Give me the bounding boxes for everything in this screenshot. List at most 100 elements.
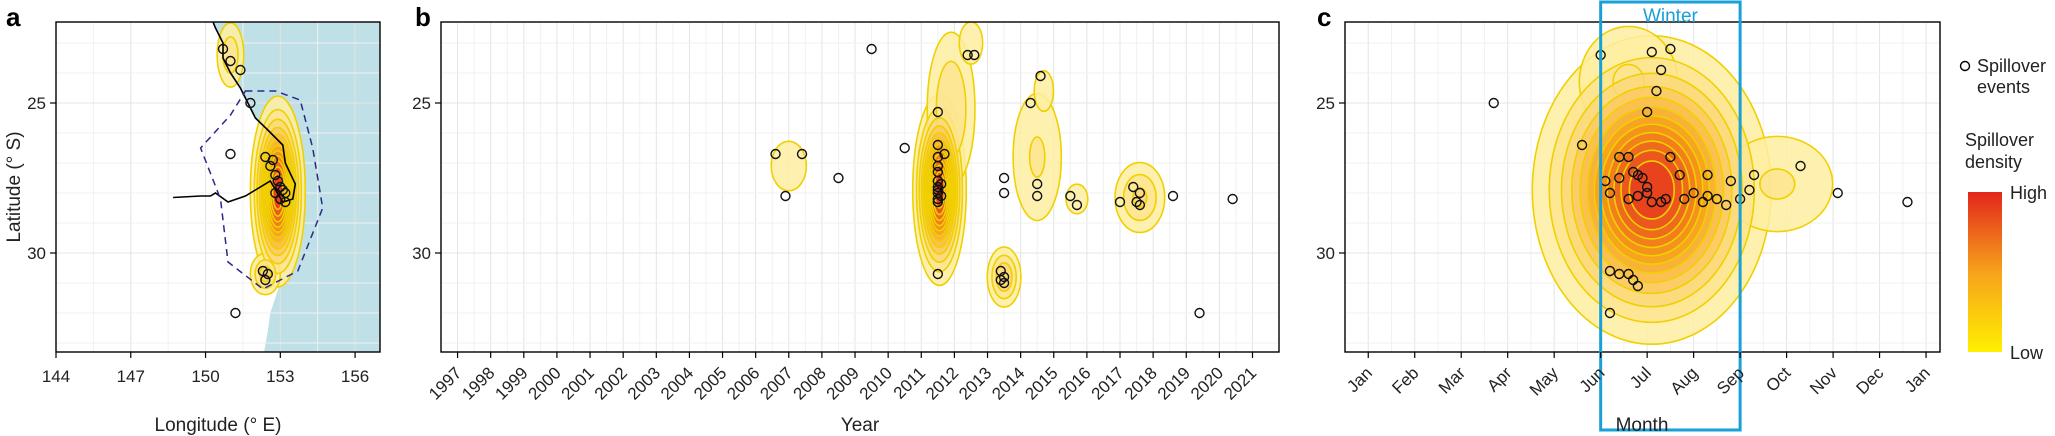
spillover-event: [1651, 85, 1662, 97]
spillover-event: [235, 64, 246, 76]
spillover-event: [1614, 172, 1625, 184]
panel-c-frame: [1344, 21, 1941, 353]
spillover-event: [899, 142, 910, 154]
spillover-event: [1744, 184, 1755, 196]
y-tick-label: 25: [27, 94, 46, 113]
spillover-event: [939, 148, 950, 160]
spillover-event: [1832, 187, 1843, 199]
legend-low-label: Low: [2010, 343, 2044, 363]
spillover-event: [1071, 199, 1083, 211]
panel-b-xlabel: Year: [841, 415, 880, 436]
x-tick-label: Aug: [1667, 363, 1702, 398]
x-tick-label: 2008: [790, 363, 830, 403]
spillover-event: [1720, 199, 1732, 211]
x-tick-label: 2011: [890, 363, 929, 402]
spillover-event: [1167, 190, 1179, 202]
spillover-event: [1641, 181, 1653, 193]
spillover-event: [998, 172, 1010, 184]
spillover-event: [1227, 193, 1238, 205]
spillover-event: [932, 139, 944, 151]
x-tick-label: Nov: [1806, 363, 1841, 398]
x-tick-label: 1997: [425, 363, 465, 403]
x-tick-label: Jul: [1626, 363, 1655, 392]
spillover-event: [1032, 190, 1043, 202]
spillover-event: [1902, 196, 1913, 208]
spillover-event: [1604, 187, 1616, 199]
panel-c-xlabel: Month: [1616, 415, 1669, 436]
spillover-event: [1604, 307, 1616, 319]
panel-label-a: a: [6, 2, 21, 32]
x-tick-label: 2007: [756, 363, 796, 403]
coastline: [173, 22, 297, 203]
spillover-event: [1655, 64, 1667, 76]
spillover-event: [1114, 196, 1126, 208]
panel-b-frame: [440, 21, 1280, 353]
panel-a-events: [217, 43, 291, 319]
x-tick-label: 2003: [624, 363, 664, 403]
spillover-event: [932, 106, 944, 118]
spillover-event: [1604, 265, 1616, 277]
spillover-event: [1065, 190, 1076, 202]
spillover-event: [1623, 151, 1634, 163]
spillover-event: [1576, 139, 1588, 151]
spillover-event: [217, 43, 229, 55]
spillover-event: [270, 187, 281, 199]
spillover-event: [998, 187, 1010, 199]
panel-label-c: c: [1317, 2, 1331, 32]
legend-high-label: High: [2010, 183, 2047, 203]
panel-b-grid: [441, 22, 1279, 352]
spillover-event: [1665, 43, 1676, 55]
spillover-event: [1748, 169, 1760, 181]
y-tick-label: 30: [1316, 244, 1335, 263]
x-tick-label: 2016: [1055, 363, 1095, 403]
spillover-event: [935, 190, 947, 202]
spillover-event: [866, 43, 877, 55]
spillover-event: [1679, 193, 1690, 205]
legend-event-label-1: Spillover: [1977, 56, 2046, 76]
spillover-event: [245, 97, 256, 109]
winter-box: [1599, 0, 1742, 432]
legend: Spillover events Spillover density High …: [1959, 56, 2047, 363]
density-contour: [1628, 160, 1676, 220]
spillover-event: [1488, 97, 1499, 109]
panel-a-map: 144 147 150 153 156 25 30 Longitude (° E) Lati…: [4, 21, 381, 436]
spillover-event: [1025, 97, 1036, 109]
x-tick-label: 2001: [558, 363, 598, 403]
x-tick-label: 2010: [856, 363, 896, 403]
x-tick-label: Jan: [1901, 363, 1934, 396]
spillover-event: [275, 181, 286, 193]
x-tick-label: Dec: [1853, 363, 1888, 398]
panel-label-b: b: [415, 2, 431, 32]
x-tick-label: 2018: [1121, 363, 1161, 403]
spillover-event: [1665, 151, 1676, 163]
winter-label: Winter: [1643, 6, 1699, 27]
x-tick-label: 2002: [591, 363, 631, 403]
spillover-event: [1637, 172, 1648, 184]
panel-c-seasonality: Winter Jan Feb Mar Apr May Jun Jul Aug Sep Oct Nov…: [1316, 0, 1941, 436]
spillover-event: [932, 181, 944, 193]
spillover-event: [262, 268, 274, 280]
spillover-event: [969, 49, 980, 61]
spillover-event: [995, 274, 1006, 286]
spillover-event: [275, 193, 286, 205]
spillover-event: [1646, 46, 1657, 58]
y-tick-label: 30: [27, 244, 46, 263]
spillover-event: [1702, 190, 1713, 202]
spillover-event: [998, 271, 1010, 283]
spillover-event: [962, 49, 973, 61]
panel-a-frame: [55, 21, 381, 353]
density-contour: [958, 22, 984, 65]
spillover-event: [932, 193, 944, 205]
x-tick-label: May: [1526, 363, 1562, 399]
spillover-event: [1194, 307, 1205, 319]
spillover-event: [935, 178, 947, 190]
spillover-event: [1725, 175, 1737, 187]
x-tick-label: 2012: [922, 363, 962, 403]
spillover-event: [1674, 169, 1685, 181]
spillover-event: [280, 196, 291, 208]
panel-a-xlabel: Longitude (° E): [155, 415, 282, 436]
x-tick-label: Apr: [1483, 363, 1515, 395]
spillover-event: [796, 148, 808, 160]
spillover-event: [1688, 187, 1699, 199]
spillover-event: [1134, 199, 1146, 211]
